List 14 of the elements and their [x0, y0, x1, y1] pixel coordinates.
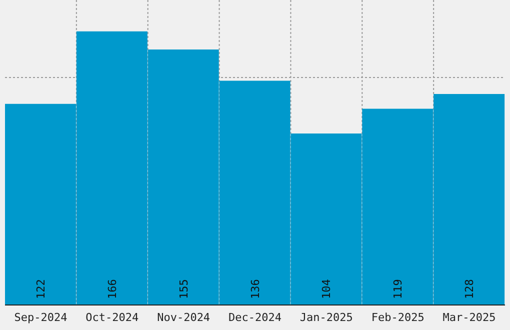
x-tick-label: Oct-2024	[86, 310, 140, 324]
data-label: 166	[106, 279, 119, 299]
data-label: 122	[34, 279, 48, 299]
x-tick-label: Jan-2025	[300, 310, 353, 324]
x-tick-label: Nov-2024	[157, 310, 210, 324]
x-tick-label: Sep-2024	[14, 310, 68, 324]
x-tick-label: Mar-2025	[442, 310, 496, 324]
data-label: 128	[463, 279, 476, 299]
data-label: 119	[392, 279, 405, 299]
data-label: 136	[248, 279, 262, 299]
data-label: 104	[320, 278, 334, 299]
x-tick-label: Dec-2024	[228, 310, 282, 324]
x-tick-label: Feb-2025	[371, 310, 424, 324]
data-label: 155	[177, 279, 190, 299]
